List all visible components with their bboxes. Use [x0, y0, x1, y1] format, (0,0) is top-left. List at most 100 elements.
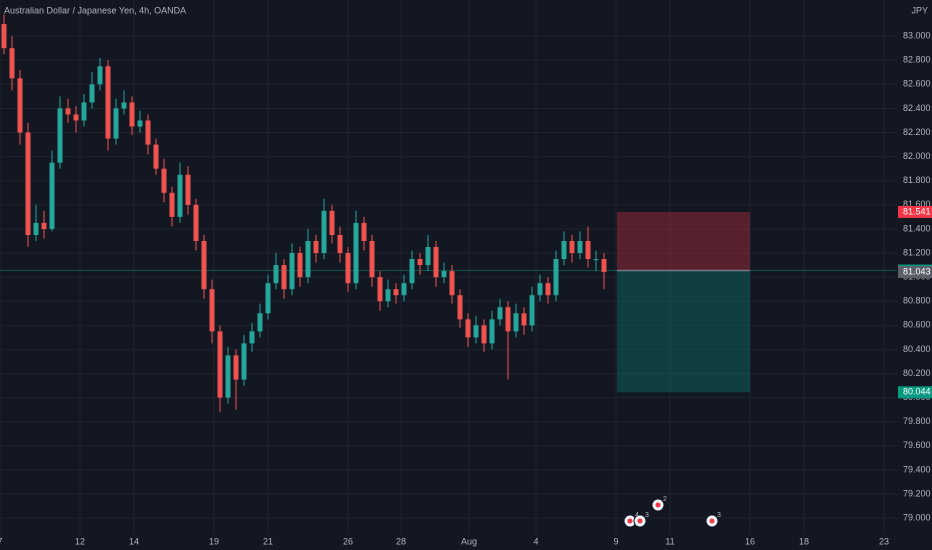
candle-body — [129, 102, 135, 127]
plot — [0, 14, 897, 528]
y-tick-label: 79.200 — [903, 488, 931, 498]
candle-body — [9, 48, 15, 79]
x-tick-label: 4 — [533, 536, 538, 546]
candle-body — [97, 66, 103, 85]
y-tick-label: 79.600 — [903, 440, 931, 450]
candle-body — [49, 162, 55, 229]
event-count: 2 — [663, 496, 667, 503]
x-tick-label: 7 — [0, 536, 3, 546]
event-count: 3 — [717, 512, 721, 519]
candle-body — [41, 222, 47, 229]
candle-body — [545, 283, 551, 296]
candle-body — [601, 259, 607, 272]
candle-body — [185, 174, 191, 205]
x-tick-label: 18 — [799, 536, 809, 546]
y-tick-label: 82.000 — [903, 151, 931, 161]
price-badge — [898, 386, 932, 399]
candle-body — [345, 253, 351, 284]
candle-body — [249, 331, 255, 344]
event-icon-dot — [655, 502, 661, 508]
y-tick-label: 79.400 — [903, 464, 931, 474]
candle-body — [17, 78, 23, 133]
event-icon-dot — [627, 518, 633, 524]
x-tick-label: 9 — [613, 536, 618, 546]
candle-body — [321, 210, 327, 254]
event-count: 4 — [635, 512, 639, 519]
x-tick-label: 11 — [665, 536, 674, 546]
candle-body — [457, 295, 463, 320]
candle-body — [121, 102, 127, 109]
target-zone — [617, 270, 750, 393]
x-tick-label: Aug — [461, 536, 477, 546]
candle-body — [161, 168, 167, 193]
price-axis: 83.000 82.800 82.600 82.400 82.200 82.000 81.8… — [0, 31, 932, 546]
price-badge — [898, 265, 932, 278]
candle-body — [425, 247, 431, 266]
candle-body — [113, 108, 119, 139]
candle-body — [265, 283, 271, 314]
chart-title: Australian Dollar / Japanese Yen, 4h, OA… — [4, 5, 186, 15]
candle-body — [297, 253, 303, 278]
candle-body — [465, 319, 471, 338]
candle-body — [153, 144, 159, 169]
candle-body — [585, 240, 591, 260]
x-tick-label: 14 — [129, 536, 139, 546]
candle-body — [257, 313, 263, 332]
y-tick-label: 82.800 — [903, 55, 931, 65]
grid — [0, 0, 897, 535]
candle-body — [273, 265, 279, 284]
candle-body — [193, 204, 199, 241]
price-badge — [898, 205, 932, 218]
candle-body — [217, 331, 223, 398]
price-badge-label: 80.044 — [903, 387, 931, 397]
candle-body — [281, 265, 287, 290]
candle-body — [169, 192, 175, 217]
candle-body — [561, 240, 567, 260]
candle-body — [489, 319, 495, 344]
candle-body — [441, 271, 447, 278]
candle-body — [385, 289, 391, 302]
candle-body — [105, 66, 111, 139]
candle-body — [209, 289, 215, 332]
candle-body — [313, 240, 319, 254]
candle-body — [337, 234, 343, 254]
candle-body — [25, 132, 31, 235]
candle-body — [233, 355, 239, 380]
candle-body — [569, 240, 575, 254]
y-tick-label: 79.000 — [903, 513, 931, 523]
x-tick-label: 16 — [745, 536, 755, 546]
candle-body — [417, 259, 423, 266]
currency: JPY — [911, 5, 928, 15]
event-icon-dot — [637, 518, 643, 524]
candle-body — [225, 355, 231, 398]
candle-body — [57, 108, 63, 163]
candle-body — [241, 343, 247, 380]
x-tick-label: 23 — [879, 536, 889, 546]
candle-body — [481, 325, 487, 344]
y-tick-label: 80.600 — [903, 320, 931, 330]
candle-body — [449, 271, 455, 296]
candle-body — [529, 295, 535, 326]
candle-body — [553, 259, 559, 296]
candle-body — [137, 120, 143, 127]
candle-body — [361, 222, 367, 241]
candle-body — [33, 222, 39, 235]
candle-body — [65, 108, 71, 115]
candle-body — [353, 222, 359, 284]
candle-body — [577, 240, 583, 254]
x-tick-label: 12 — [75, 536, 85, 546]
candle-body — [201, 240, 207, 290]
price-badge-label: 81.043 — [903, 266, 931, 276]
candle-body — [513, 313, 519, 332]
candle-body — [81, 102, 87, 121]
candle-body — [145, 120, 151, 145]
candle-body — [73, 114, 79, 121]
y-tick-label: 79.800 — [903, 416, 931, 426]
candle-body — [401, 283, 407, 296]
candle-body — [305, 240, 311, 278]
candle-body — [521, 313, 527, 326]
y-tick-label: 82.400 — [903, 103, 931, 113]
candle-body — [393, 289, 399, 296]
